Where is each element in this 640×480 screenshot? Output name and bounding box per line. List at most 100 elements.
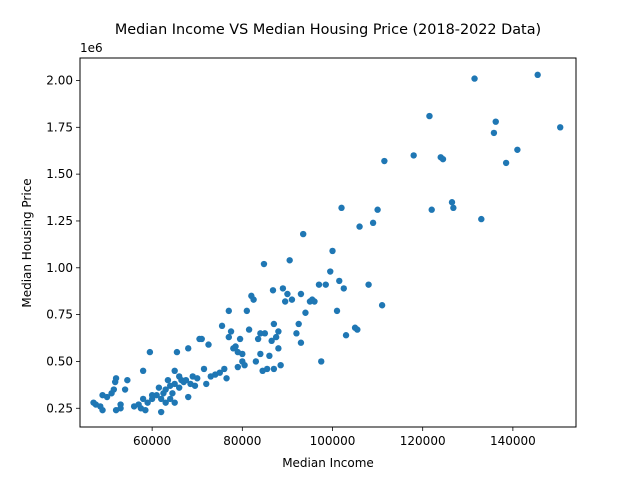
data-point <box>340 285 347 292</box>
data-point <box>381 157 388 165</box>
data-point <box>191 382 199 389</box>
x-tick-label: 120000 <box>400 434 446 448</box>
data-point <box>227 328 235 335</box>
y-axis-offset-label: 1e6 <box>80 41 103 55</box>
data-point <box>225 307 232 315</box>
data-point <box>369 219 377 227</box>
data-point <box>124 376 131 384</box>
data-point <box>148 391 156 399</box>
data-point <box>270 320 278 328</box>
data-point <box>293 330 300 337</box>
data-point <box>288 296 296 303</box>
data-point <box>146 348 154 356</box>
data-point <box>426 112 433 120</box>
data-point <box>502 159 510 167</box>
data-point <box>139 367 147 375</box>
data-point <box>232 343 239 350</box>
data-point <box>218 322 226 330</box>
data-point <box>277 361 284 369</box>
data-point <box>279 285 287 292</box>
data-point <box>171 367 178 375</box>
x-tick-label: 60000 <box>133 434 171 448</box>
data-point <box>329 247 336 255</box>
data-point <box>315 281 323 288</box>
data-point <box>198 335 205 343</box>
y-tick-label: 0.75 <box>46 308 73 322</box>
data-point <box>205 341 212 348</box>
data-point <box>374 206 381 213</box>
data-point <box>450 204 457 212</box>
data-point <box>171 380 178 388</box>
data-point <box>338 204 345 212</box>
x-axis-label: Median Income <box>282 456 374 470</box>
data-point <box>221 365 228 373</box>
data-point <box>490 129 498 137</box>
ticks-layer: 60000 80000 100000 120000 140000 0.25 0.50 0.75… <box>46 73 535 448</box>
data-point <box>117 405 124 412</box>
data-point <box>171 399 178 406</box>
data-point <box>223 375 230 382</box>
data-point <box>270 365 278 373</box>
data-point <box>300 230 307 238</box>
y-tick-label: 1.50 <box>46 167 73 181</box>
data-point <box>185 393 192 401</box>
data-point <box>295 320 302 328</box>
x-tick-label: 140000 <box>490 434 536 448</box>
data-point <box>471 75 478 82</box>
data-point <box>254 335 262 343</box>
data-point <box>302 309 309 316</box>
data-point <box>272 333 280 341</box>
data-point <box>252 358 260 365</box>
data-point <box>142 406 149 414</box>
data-point <box>164 376 172 384</box>
data-point <box>378 302 386 309</box>
data-point <box>284 290 291 298</box>
data-point <box>257 350 264 358</box>
x-tick-label: 80000 <box>223 434 261 448</box>
data-point <box>139 395 147 403</box>
data-point <box>162 386 169 393</box>
data-point <box>275 345 282 352</box>
data-point <box>260 260 268 268</box>
data-point <box>182 376 190 384</box>
data-point <box>327 268 334 275</box>
data-point <box>336 277 343 285</box>
data-point <box>410 152 417 159</box>
data-point <box>234 363 242 371</box>
data-point <box>354 326 361 333</box>
data-point <box>261 330 269 337</box>
data-point <box>356 223 363 230</box>
y-tick-label: 1.00 <box>46 261 73 275</box>
data-point <box>241 361 248 369</box>
data-point <box>514 146 521 153</box>
data-point <box>176 384 183 391</box>
y-tick-label: 1.75 <box>46 120 73 134</box>
data-point <box>534 71 541 79</box>
data-point <box>185 345 192 352</box>
data-point <box>257 330 264 337</box>
data-point <box>318 358 325 365</box>
plot-frame <box>79 57 577 428</box>
x-tick-label: 100000 <box>310 434 356 448</box>
data-point <box>225 333 232 341</box>
data-point <box>250 296 257 303</box>
data-point <box>269 287 277 294</box>
data-point <box>99 406 106 414</box>
data-point <box>112 375 120 382</box>
data-point <box>333 307 341 315</box>
data-point <box>144 399 151 406</box>
data-point <box>173 348 181 356</box>
data-point <box>216 369 223 376</box>
data-point <box>281 298 289 305</box>
data-point <box>478 215 485 223</box>
data-point <box>169 390 176 397</box>
data-point <box>311 298 318 305</box>
data-point <box>286 257 293 264</box>
data-point <box>157 408 165 416</box>
data-point <box>263 365 271 373</box>
y-tick-label: 1.25 <box>46 214 73 228</box>
y-tick-label: 2.00 <box>46 73 73 87</box>
data-point <box>121 386 129 393</box>
